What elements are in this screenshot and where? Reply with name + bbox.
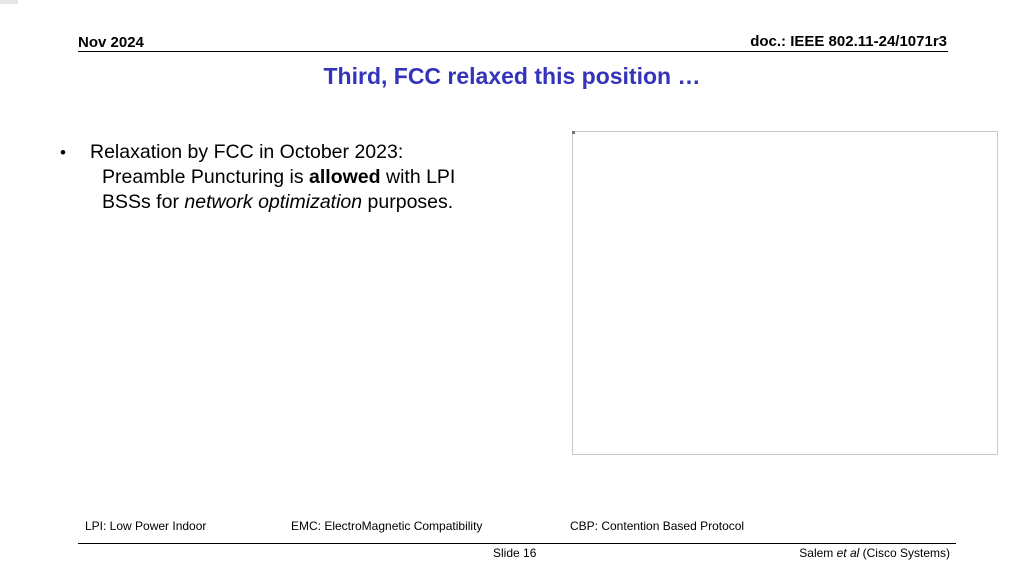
- abbreviation-lpi: LPI: Low Power Indoor: [85, 519, 207, 533]
- bullet-line-2-prefix: Preamble Puncturing is: [102, 166, 310, 188]
- bullet-line-3: BSSs for network optimization purposes.: [90, 190, 455, 215]
- abbreviation-cbp: CBP: Contention Based Protocol: [570, 519, 745, 533]
- footer-divider: [78, 543, 956, 544]
- bullet-text: Relaxation by FCC in October 2023: Pream…: [90, 140, 455, 215]
- bullet-line-2-suffix: with LPI: [380, 166, 456, 188]
- bullet-line-2: Preamble Puncturing is allowed with LPI: [90, 165, 455, 190]
- slide-title: Third, FCC relaxed this position …: [323, 63, 701, 89]
- abbreviation-emc: EMC: ElectroMagnetic Compatibility: [291, 519, 483, 533]
- header-date: Nov 2024: [78, 34, 144, 51]
- bullet-line-3-suffix: purposes.: [362, 191, 454, 213]
- bullet-line-3-italic: network optimization: [184, 191, 363, 213]
- footer-author-suffix: (Cisco Systems): [859, 546, 950, 560]
- corner-mark: [0, 0, 18, 4]
- footer-author: Salem et al (Cisco Systems): [799, 546, 950, 560]
- footer-author-italic: et al: [836, 546, 860, 560]
- footer-author-prefix: Salem: [799, 546, 837, 560]
- figure-corner-tick: [572, 131, 575, 134]
- bullet-line-2-bold: allowed: [309, 166, 381, 188]
- header-divider: [78, 51, 948, 52]
- figure-placeholder: [572, 131, 998, 455]
- header-doc-id: doc.: IEEE 802.11-24/1071r3: [750, 33, 947, 50]
- bullet-line-1: Relaxation by FCC in October 2023:: [90, 141, 404, 163]
- slide-number: Slide 16: [493, 546, 537, 560]
- bullet-marker: •: [60, 143, 66, 162]
- bullet-line-3-prefix: BSSs for: [102, 191, 185, 213]
